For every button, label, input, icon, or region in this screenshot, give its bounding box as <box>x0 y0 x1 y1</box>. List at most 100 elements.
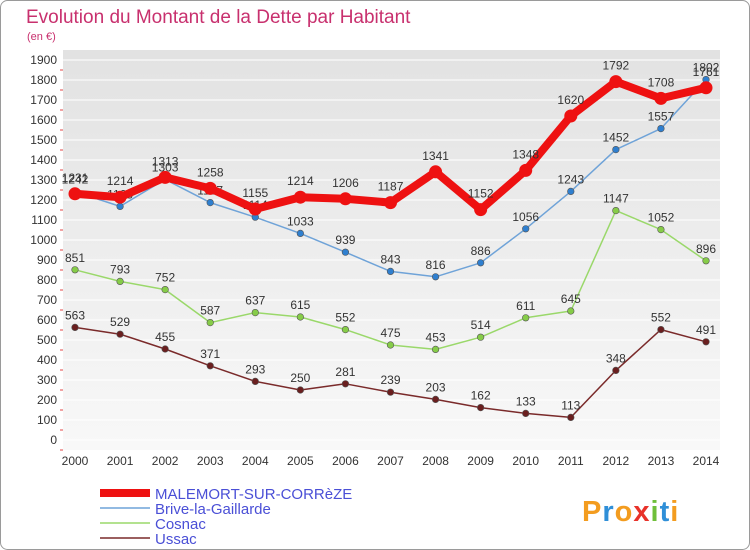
data-label-cosnac: 1147 <box>603 192 629 206</box>
data-label-ussac: 563 <box>65 308 85 322</box>
data-label-cosnac: 514 <box>471 318 491 332</box>
legend-label-brive-la-gaillarde: Brive-la-Gaillarde <box>155 501 271 518</box>
data-point-malemort-sur-correze <box>654 91 668 105</box>
data-point-malemort-sur-correze <box>429 165 443 179</box>
y-tick-label: 1200 <box>30 193 57 207</box>
data-label-malemort-sur-correze: 1258 <box>197 165 224 179</box>
y-tick-label: 400 <box>37 353 57 367</box>
data-point-brive-la-gaillarde <box>522 225 530 233</box>
data-point-brive-la-gaillarde <box>612 146 620 154</box>
y-tick-label: 100 <box>37 413 57 427</box>
data-label-ussac: 250 <box>290 371 310 385</box>
chart-title: Evolution du Montant de la Dette par Hab… <box>26 7 411 28</box>
x-axis: 2000 2001 2002 2003 2004 2005 2006 2007 2008 2009… <box>62 454 720 468</box>
data-label-brive-la-gaillarde: 1242 <box>62 173 89 187</box>
data-label-malemort-sur-correze: 1206 <box>332 176 359 190</box>
x-tick-label: 2005 <box>287 454 314 468</box>
data-label-cosnac: 587 <box>200 304 220 318</box>
y-tick-label: 1000 <box>30 233 57 247</box>
data-label-malemort-sur-correze: 1231 <box>62 171 89 185</box>
data-point-ussac <box>296 386 304 394</box>
x-tick-label: 2008 <box>422 454 449 468</box>
data-point-cosnac <box>431 345 440 354</box>
data-point-ussac <box>341 380 350 388</box>
data-label-brive-la-gaillarde: 1056 <box>512 210 539 224</box>
data-label-ussac: 133 <box>516 394 536 408</box>
data-label-brive-la-gaillarde: 1557 <box>648 110 675 124</box>
data-point-malemort-sur-correze <box>68 187 82 201</box>
data-point-cosnac <box>161 286 169 294</box>
data-point-ussac <box>431 395 440 404</box>
data-label-ussac: 552 <box>651 311 671 325</box>
data-label-cosnac: 752 <box>155 271 175 285</box>
data-point-ussac <box>612 366 620 375</box>
data-point-ussac <box>71 323 79 332</box>
data-point-brive-la-gaillarde <box>206 199 214 207</box>
data-label-cosnac: 851 <box>65 251 85 265</box>
data-label-brive-la-gaillarde: 1303 <box>152 160 179 174</box>
y-tick-label: 800 <box>37 273 57 287</box>
data-label-cosnac: 615 <box>290 298 310 312</box>
y-tick-label: 900 <box>37 253 57 267</box>
data-label-brive-la-gaillarde: 939 <box>335 233 355 247</box>
x-tick-label: 2011 <box>558 454 584 468</box>
data-label-brive-la-gaillarde: 816 <box>426 258 446 272</box>
data-point-malemort-sur-correze <box>293 190 307 204</box>
data-point-cosnac <box>71 266 79 274</box>
data-point-ussac <box>522 409 530 418</box>
legend-label-cosnac: Cosnac <box>155 516 206 533</box>
data-point-malemort-sur-correze <box>248 202 262 216</box>
y-tick-label: 500 <box>37 333 57 347</box>
data-point-malemort-sur-correze <box>519 163 533 177</box>
y-tick-label: 1700 <box>30 93 57 107</box>
data-point-brive-la-gaillarde <box>386 267 395 276</box>
data-label-ussac: 371 <box>200 347 220 361</box>
data-label-ussac: 348 <box>606 351 626 365</box>
data-label-ussac: 162 <box>471 389 491 403</box>
data-point-malemort-sur-correze <box>699 81 713 95</box>
data-point-malemort-sur-correze <box>474 203 488 217</box>
data-point-malemort-sur-correze <box>113 190 127 204</box>
x-tick-label: 2009 <box>467 454 494 468</box>
logo-letter: P <box>582 496 602 528</box>
chart-subtitle: (en €) <box>27 31 56 43</box>
logo-letter: r <box>602 496 614 528</box>
data-label-ussac: 455 <box>155 330 175 344</box>
x-tick-label: 2000 <box>62 454 89 468</box>
data-point-brive-la-gaillarde <box>296 229 304 237</box>
data-point-ussac <box>206 362 214 370</box>
data-point-cosnac <box>296 313 304 321</box>
plot-area <box>63 50 720 450</box>
data-label-malemort-sur-correze: 1152 <box>468 187 494 201</box>
data-point-cosnac <box>612 207 620 215</box>
data-label-malemort-sur-correze: 1341 <box>422 149 449 163</box>
data-point-malemort-sur-correze <box>609 75 623 89</box>
y-tick-label: 1900 <box>30 53 57 67</box>
data-label-ussac: 281 <box>335 365 355 379</box>
data-label-cosnac: 637 <box>245 294 265 308</box>
data-label-brive-la-gaillarde: 843 <box>380 252 400 266</box>
data-label-cosnac: 611 <box>516 299 535 313</box>
series-cosnac: 851 793 752 587 637 615 552 475 453 514 611 645 1147… <box>65 192 716 354</box>
data-label-ussac: 203 <box>426 380 446 394</box>
y-tick-label: 600 <box>37 313 57 327</box>
data-point-cosnac <box>522 314 530 322</box>
data-point-malemort-sur-correze <box>203 181 217 195</box>
data-point-cosnac <box>251 309 259 317</box>
data-label-ussac: 113 <box>561 398 580 412</box>
data-point-brive-la-gaillarde <box>567 187 575 195</box>
y-tick-label: 1600 <box>30 113 57 127</box>
data-label-ussac: 491 <box>696 323 716 337</box>
data-point-malemort-sur-correze <box>158 170 172 184</box>
data-point-cosnac <box>206 319 214 327</box>
data-point-brive-la-gaillarde <box>477 259 485 267</box>
data-point-malemort-sur-correze <box>564 109 578 123</box>
data-point-cosnac <box>341 326 350 334</box>
data-label-brive-la-gaillarde: 1452 <box>603 131 630 145</box>
data-point-ussac <box>702 338 710 346</box>
y-tick-label: 300 <box>37 373 57 387</box>
logo-letter: i <box>670 496 679 528</box>
legend-label-malemort-sur-correze: MALEMORT-SUR-CORRèZE <box>155 486 352 503</box>
data-point-brive-la-gaillarde <box>657 125 665 133</box>
data-point-ussac <box>116 330 124 338</box>
